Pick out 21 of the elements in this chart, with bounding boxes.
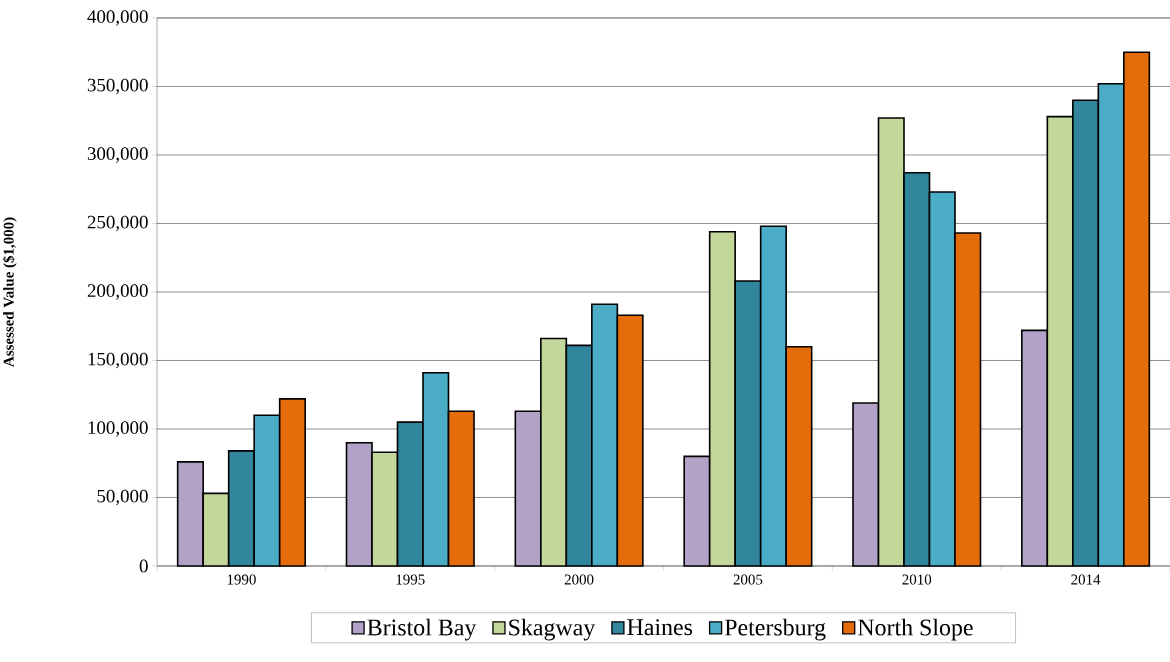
legend-label: Skagway [509,618,596,641]
y-tick-label: 350,000 [87,78,148,95]
y-axis-title: Assessed Value ($1,000) [2,217,17,367]
y-tick-label: 150,000 [88,352,148,369]
x-tick-label: 2005 [733,574,763,585]
x-tick-label: 1990 [227,574,256,585]
y-tick-label: 50,000 [97,489,148,506]
x-tick-label: 2010 [902,574,932,585]
x-tick-label: 1995 [396,574,425,585]
y-tick-label: 300,000 [87,147,148,163]
y-tick-label: 250,000 [87,215,148,232]
y-tick-label: 0 [139,559,148,573]
x-tick-label: 2000 [564,574,594,585]
legend-label: Bristol Bay [367,618,477,641]
y-tick-label: 200,000 [87,284,148,300]
x-tick-label: 2014 [1071,574,1101,585]
legend-label: Petersburg [724,618,826,641]
legend-label: Haines [627,619,693,636]
y-tick-label: 100,000 [88,421,148,437]
y-tick-label: 400,000 [87,10,148,26]
legend-label: North Slope [858,618,973,641]
